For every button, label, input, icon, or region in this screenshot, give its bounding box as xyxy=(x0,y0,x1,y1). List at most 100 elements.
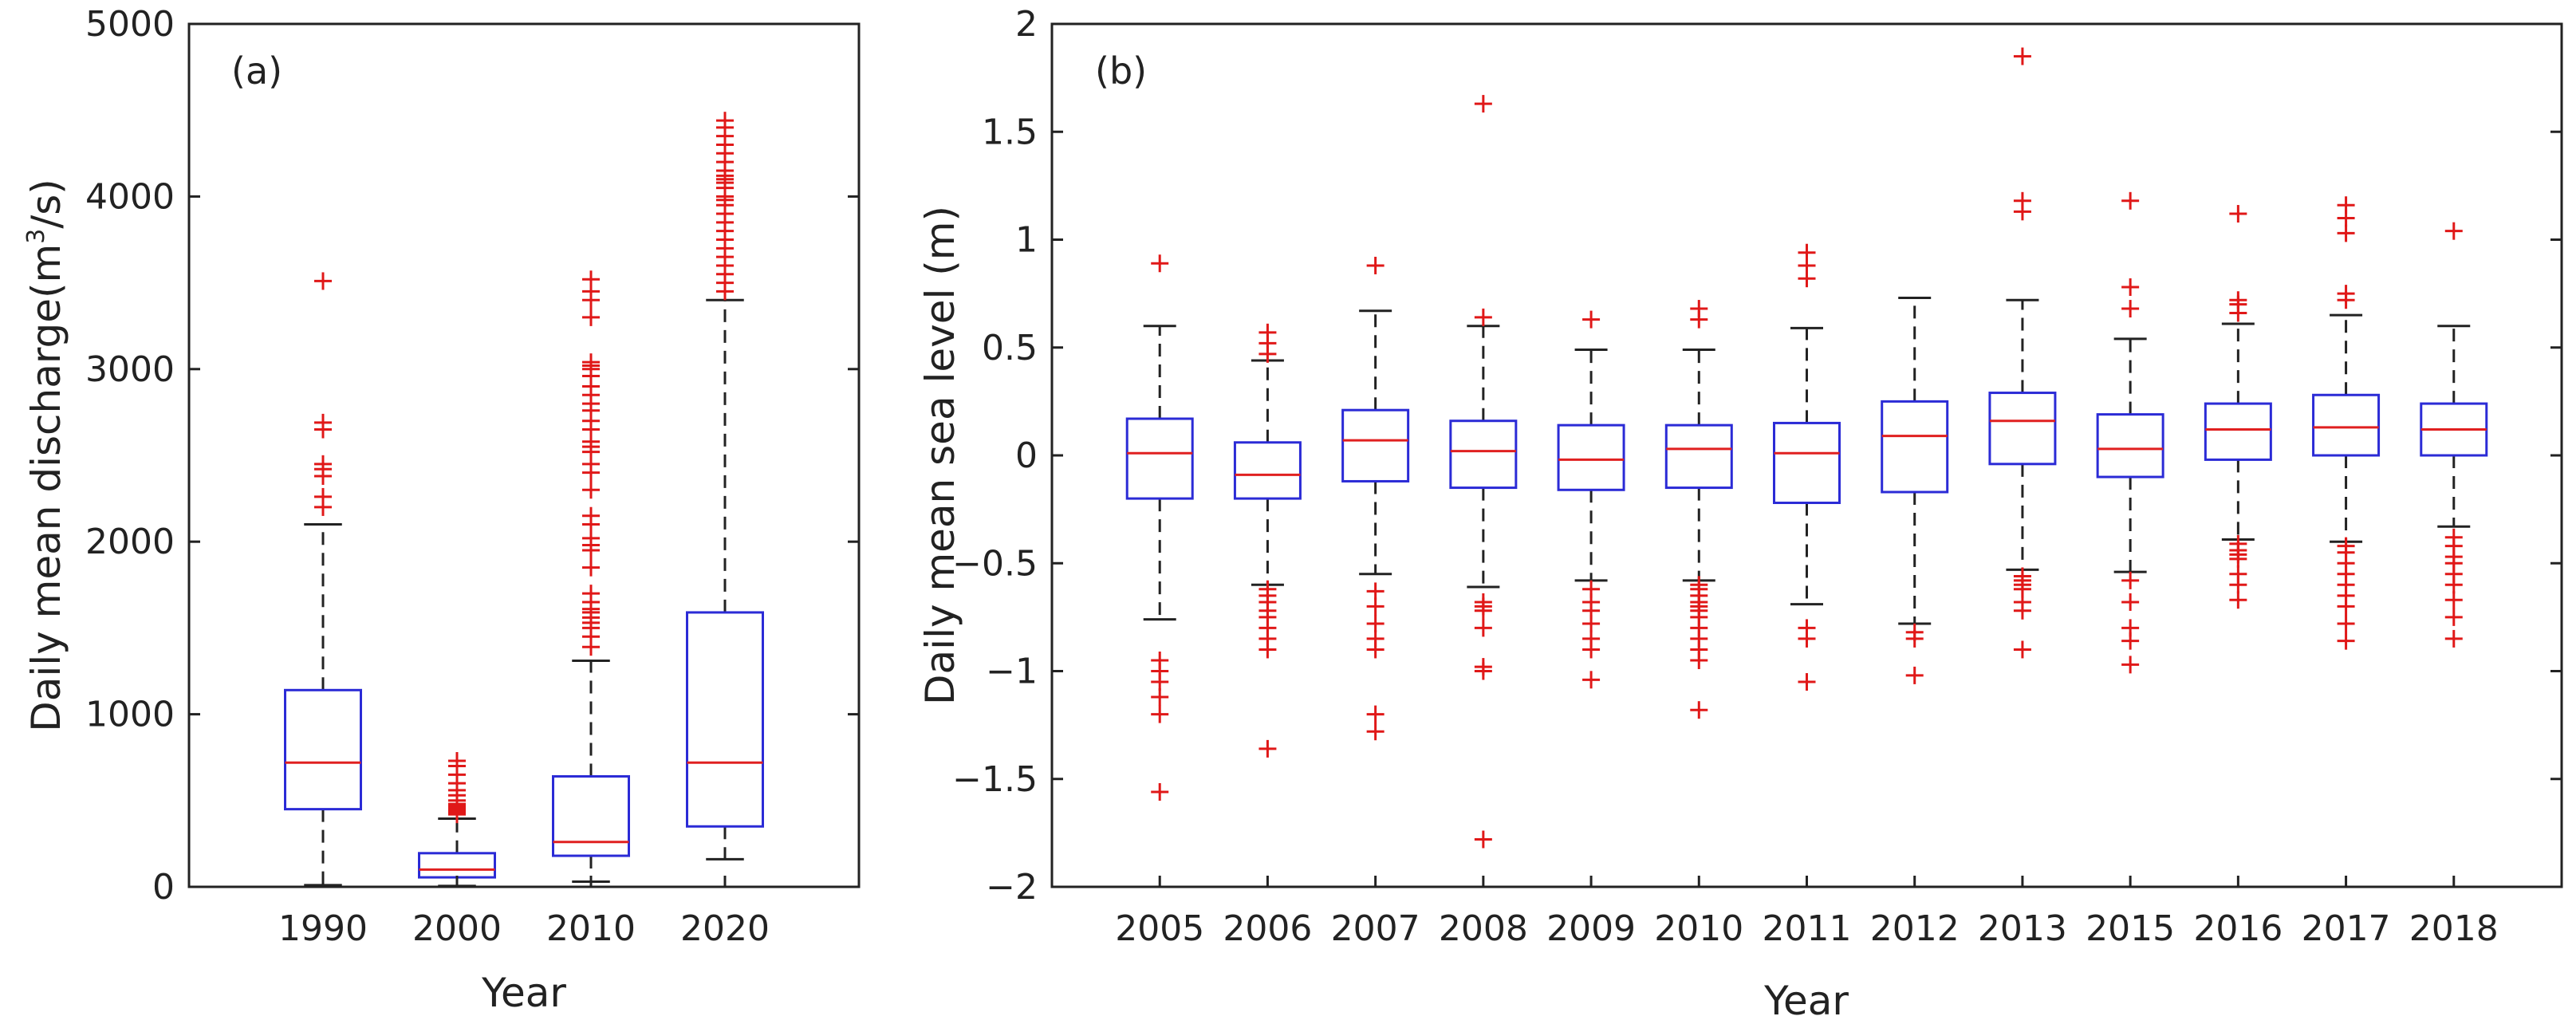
panel-b-sea-level: −2 −1.5 −1 −0.5 0 0.5 1 1.5 2 2005 2006 2007 2008 20… xyxy=(917,4,2563,1024)
outlier-marker xyxy=(1366,597,1385,616)
b-box-group-2015 xyxy=(2096,191,2164,674)
outlier-marker xyxy=(1798,629,1816,648)
box-iqr xyxy=(1773,421,1841,505)
b-x-tick-label-2011: 2011 xyxy=(1763,908,1852,949)
outlier-marker xyxy=(582,270,600,289)
a-x-tick-label-2000: 2000 xyxy=(412,908,502,949)
outlier-marker xyxy=(2013,191,2031,210)
outlier-marker xyxy=(2121,300,2140,318)
outlier-marker xyxy=(1258,323,1277,341)
a-box-group-1990 xyxy=(284,272,362,887)
b-y-tick-label: 1 xyxy=(1015,220,1038,261)
a-y-tick-label: 0 xyxy=(152,867,175,908)
outlier-marker xyxy=(2444,629,2463,648)
box-iqr xyxy=(1988,392,2057,466)
a-box-group-2000 xyxy=(418,752,496,888)
panel-b-label: (b) xyxy=(1095,49,1147,93)
outlier-marker xyxy=(1366,256,1385,274)
outlier-marker xyxy=(582,353,600,372)
b-y-tick-label: −1.5 xyxy=(952,759,1038,800)
box-iqr xyxy=(1664,423,1733,490)
outlier-marker xyxy=(1366,640,1385,659)
box-iqr xyxy=(2096,413,2164,479)
panel-b-x-axis-title: Year xyxy=(1763,978,1849,1024)
outlier-marker xyxy=(1366,705,1385,723)
b-box-group-2017 xyxy=(2312,196,2381,650)
b-x-tick-label-2017: 2017 xyxy=(2302,908,2391,949)
outlier-marker xyxy=(582,506,600,525)
b-y-tick-label: 0 xyxy=(1015,435,1038,476)
outlier-marker xyxy=(2121,191,2140,210)
outlier-marker xyxy=(1798,243,1816,262)
b-x-tick-label-2005: 2005 xyxy=(1115,908,1204,949)
outlier-marker xyxy=(2121,571,2140,589)
b-box-group-2011 xyxy=(1773,243,1841,691)
outlier-marker xyxy=(2444,591,2463,609)
outlier-marker xyxy=(582,308,600,326)
outlier-marker xyxy=(1366,582,1385,601)
box-iqr xyxy=(2312,393,2381,457)
outlier-marker xyxy=(2121,656,2140,674)
outlier-marker xyxy=(2013,601,2031,620)
a-box-group-2020 xyxy=(686,112,764,861)
outlier-marker xyxy=(2229,576,2247,594)
b-box-group-2006 xyxy=(1233,323,1302,758)
panel-a-y-title-main: Daily mean discharge(m xyxy=(23,244,69,732)
outlier-marker xyxy=(1798,673,1816,691)
outlier-marker xyxy=(1474,308,1492,326)
outlier-marker xyxy=(448,752,466,770)
outlier-marker xyxy=(2337,196,2355,215)
outlier-marker xyxy=(314,455,332,473)
b-x-tick-label-2013: 2013 xyxy=(1978,908,2067,949)
panel-a-label: (a) xyxy=(231,49,282,93)
outlier-marker xyxy=(2444,222,2463,240)
a-x-tick-label-2020: 2020 xyxy=(680,908,770,949)
outlier-marker xyxy=(2229,549,2247,568)
a-y-tick-label: 4000 xyxy=(85,176,175,217)
outlier-marker xyxy=(2013,47,2031,65)
outlier-marker xyxy=(1905,629,1924,648)
b-box-group-2008 xyxy=(1449,95,1518,849)
outlier-marker xyxy=(1151,673,1169,691)
b-box-group-2016 xyxy=(2204,205,2272,609)
outlier-marker xyxy=(2013,640,2031,659)
panel-a-discharge: 0 1000 2000 3000 4000 5000 1990 2000 2010 2020 (… xyxy=(22,4,861,1016)
panel-a-frame xyxy=(187,22,861,888)
b-y-tick-label: −1 xyxy=(986,652,1038,692)
outlier-marker xyxy=(2337,224,2355,242)
a-y-tick-label: 3000 xyxy=(85,349,175,390)
outlier-marker xyxy=(1151,705,1169,723)
outlier-marker xyxy=(1474,830,1492,849)
outlier-marker xyxy=(1582,640,1601,659)
panel-a-y-axis-title: Daily mean discharge(m3/s) xyxy=(22,179,69,732)
b-box-group-2009 xyxy=(1557,310,1625,689)
outlier-marker xyxy=(582,481,600,499)
outlier-marker xyxy=(2337,614,2355,632)
outlier-marker xyxy=(314,487,332,506)
b-x-tick-label-2016: 2016 xyxy=(2193,908,2283,949)
outlier-marker xyxy=(1366,723,1385,741)
box-iqr xyxy=(1557,423,1625,491)
outlier-marker xyxy=(1258,739,1277,758)
panel-a-y-title-tail: /s) xyxy=(23,179,69,228)
panel-b-y-axis-title: Daily mean sea level (m) xyxy=(917,206,963,705)
b-box-group-2007 xyxy=(1341,256,1410,741)
outlier-marker xyxy=(2337,632,2355,650)
b-box-group-2013 xyxy=(1988,47,2057,659)
outlier-marker xyxy=(2121,632,2140,650)
outlier-marker xyxy=(1690,300,1708,318)
outlier-marker xyxy=(2337,285,2355,303)
outlier-marker xyxy=(1690,701,1708,719)
outlier-marker xyxy=(716,112,734,130)
panel-a-x-axis-title: Year xyxy=(481,970,566,1016)
box-iqr xyxy=(1449,419,1518,490)
panel-a-y-title-sup: 3 xyxy=(22,229,50,244)
b-y-tick-label: −2 xyxy=(986,867,1038,908)
outlier-marker xyxy=(1474,662,1492,680)
b-x-tick-label-2012: 2012 xyxy=(1870,908,1960,949)
outlier-marker xyxy=(582,558,600,577)
outlier-marker xyxy=(1258,640,1277,659)
outlier-marker xyxy=(2229,591,2247,609)
outlier-marker xyxy=(1366,614,1385,632)
